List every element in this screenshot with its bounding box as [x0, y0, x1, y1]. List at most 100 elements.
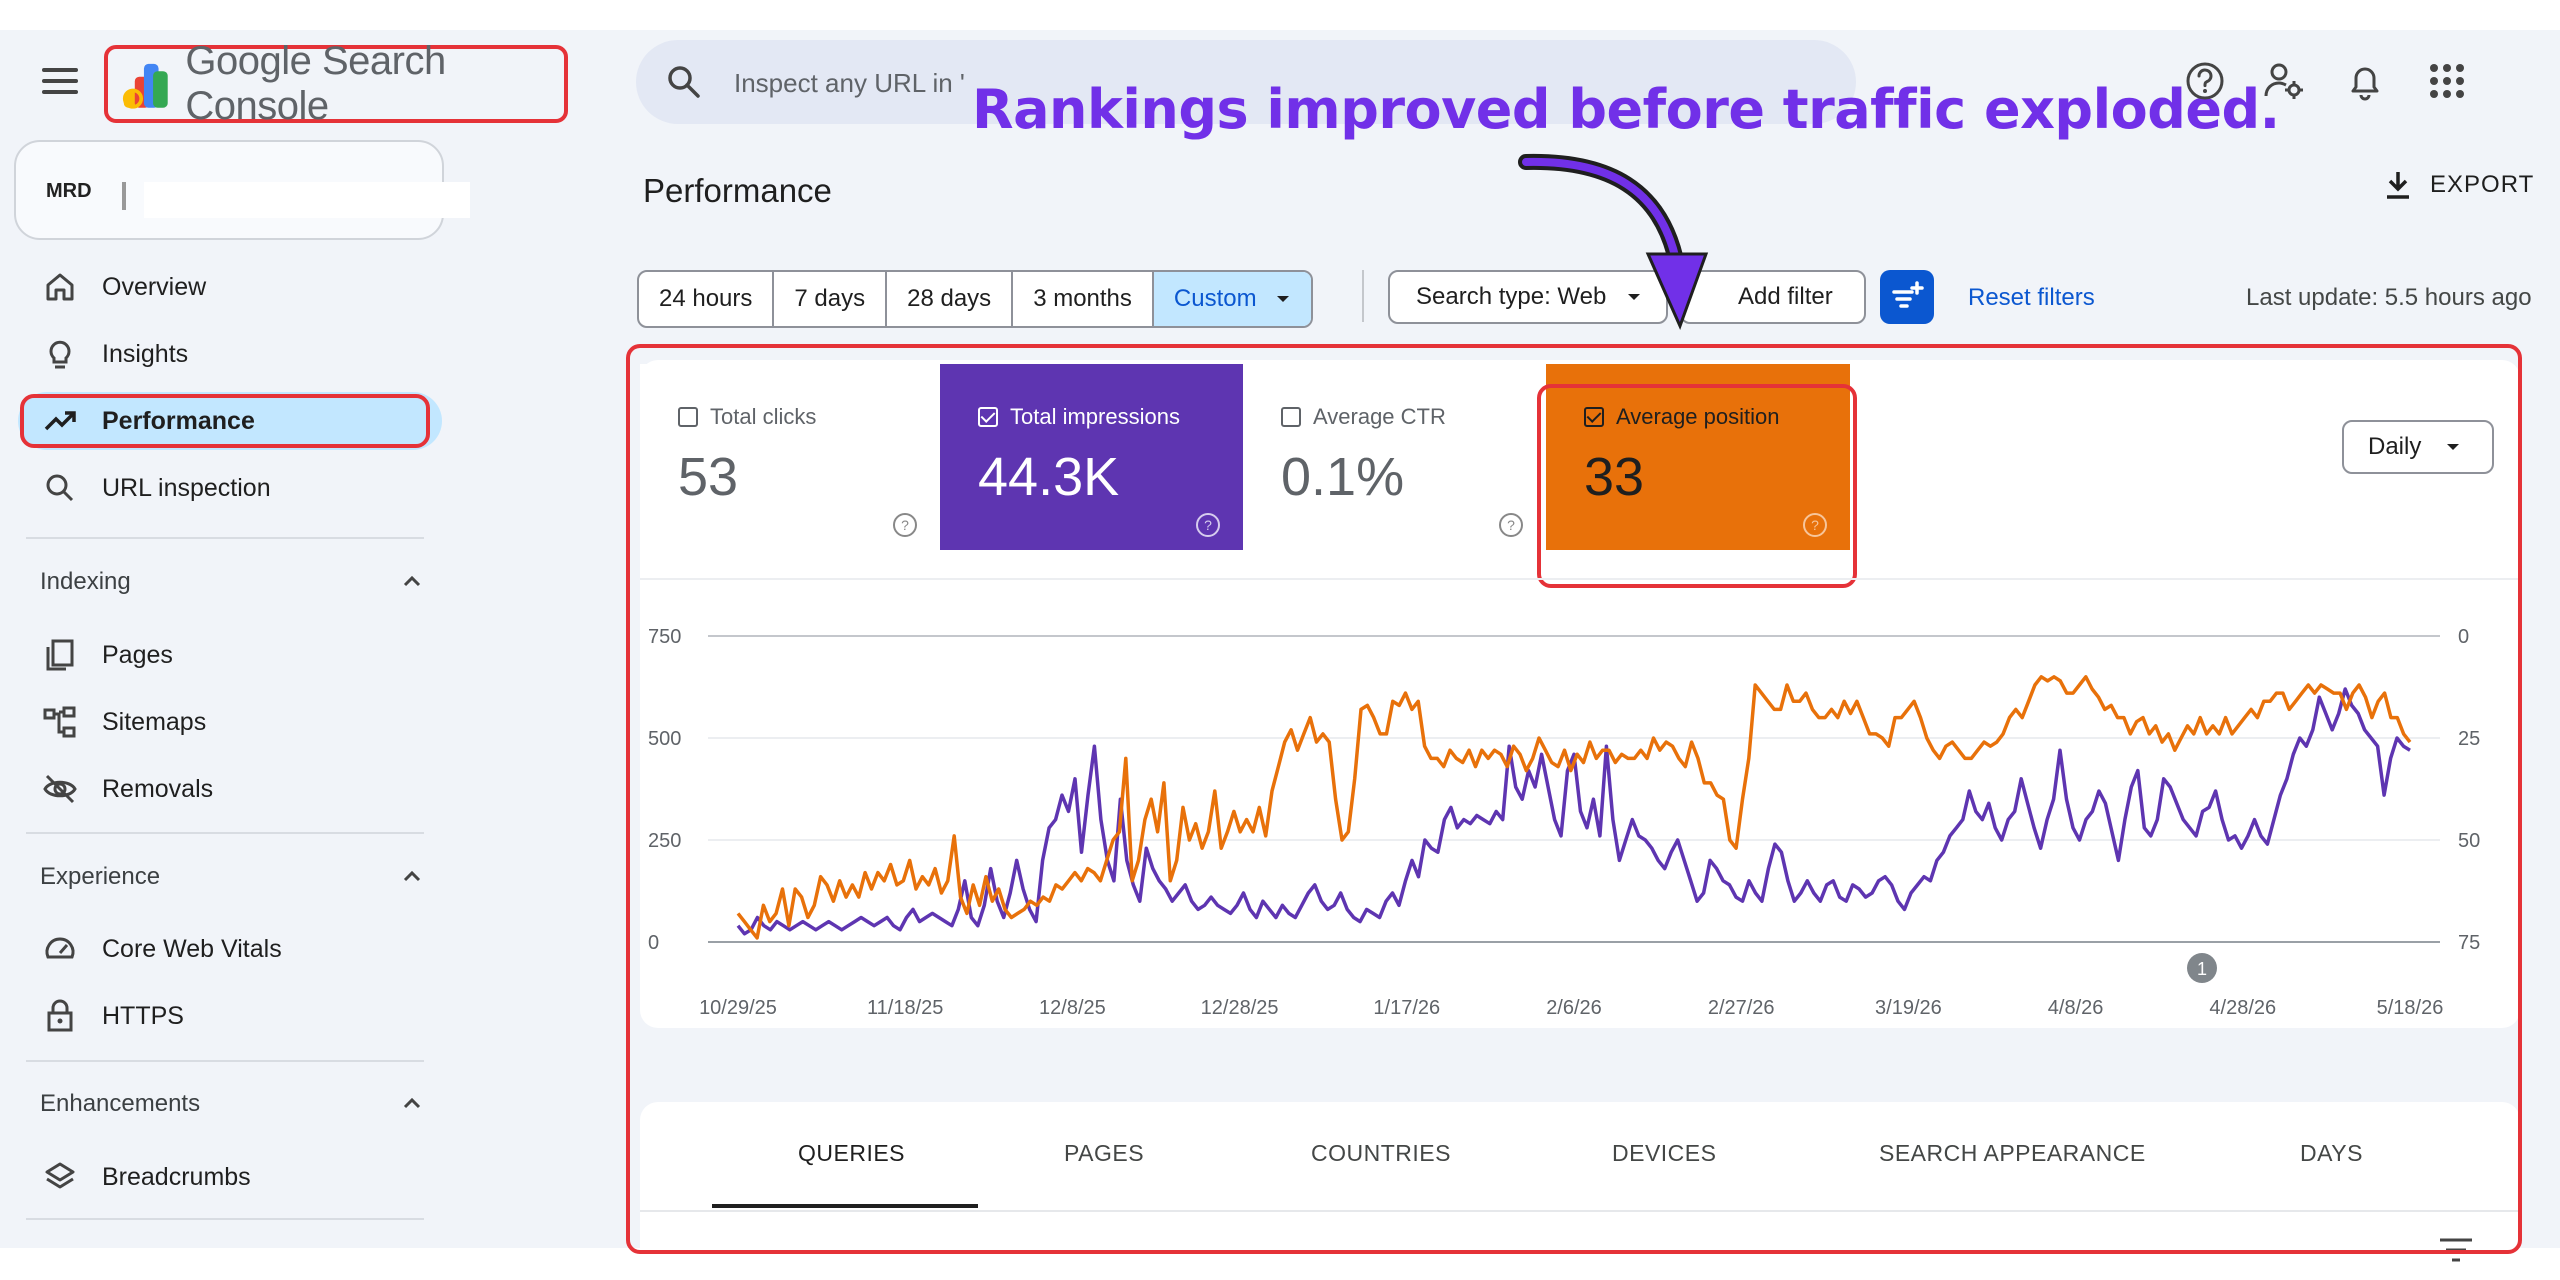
dimension-tabs-card	[640, 1102, 2520, 1252]
help-icon[interactable]	[2184, 60, 2226, 102]
svg-text:?: ?	[901, 517, 909, 533]
sidebar-item-sitemaps[interactable]: Sitemaps	[18, 693, 442, 751]
y-right-tick-label: 50	[2458, 830, 2480, 852]
filter-settings-button[interactable]	[1880, 270, 1934, 324]
x-tick-label: 5/18/26	[2377, 997, 2444, 1019]
y-right-tick-label: 75	[2458, 932, 2480, 954]
metric-average-ctr[interactable]: Average CTR 0.1% ?	[1243, 364, 1546, 550]
date-range-24-hours[interactable]: 24 hours	[639, 272, 775, 326]
section-experience[interactable]: Experience	[40, 863, 161, 890]
sidebar-item-label: URL inspection	[102, 473, 271, 502]
add-filter-button[interactable]: Add filter	[1680, 270, 1866, 324]
checkbox-icon[interactable]	[1281, 407, 1301, 427]
metric-label: Average CTR	[1313, 404, 1446, 429]
manage-users-icon[interactable]	[2263, 60, 2305, 102]
sitemap-icon	[43, 706, 76, 738]
y-left-tick-label: 750	[648, 626, 681, 648]
tab-search-appearance[interactable]: SEARCH APPEARANCE	[1879, 1140, 2146, 1166]
tab-devices[interactable]: DEVICES	[1612, 1140, 1717, 1166]
pages-icon	[46, 639, 74, 671]
sidebar-item-label: Performance	[102, 406, 255, 435]
section-indexing[interactable]: Indexing	[40, 568, 131, 595]
metric-label: Total clicks	[710, 404, 817, 429]
performance-highlight-outline	[20, 394, 430, 448]
tab-queries[interactable]: QUERIES	[798, 1140, 906, 1166]
main-menu-icon[interactable]	[42, 68, 78, 96]
date-range-selector: 24 hours 7 days 28 days 3 months Custom	[637, 270, 1313, 328]
app-name: Google Search Console	[185, 39, 446, 128]
dropdown-arrow-icon	[1628, 294, 1641, 300]
y-left-tick-label: 0	[648, 932, 659, 954]
filter-list-icon	[1892, 281, 1924, 308]
performance-chart[interactable]: 0 250 500 750 0 25 50 75 10/29/25 11/18/25 12/8/25…	[640, 590, 2520, 1030]
chevron-up-icon[interactable]	[400, 865, 424, 889]
eye-off-icon	[43, 774, 77, 804]
metric-average-position[interactable]: Average position 33 ?	[1546, 364, 1850, 550]
search-input[interactable]	[732, 60, 1736, 106]
checkbox-icon[interactable]	[678, 407, 698, 427]
date-range-custom[interactable]: Custom	[1153, 272, 1311, 326]
metric-value: 0.1%	[1281, 447, 1405, 507]
svg-text:?: ?	[1507, 517, 1515, 533]
checkbox-checked-icon[interactable]	[978, 407, 998, 427]
checkbox-checked-icon[interactable]	[1584, 407, 1604, 427]
gauge-icon	[45, 937, 75, 959]
search-type-label: Search type: Web	[1416, 283, 1607, 310]
sidebar-item-removals[interactable]: Removals	[18, 760, 442, 818]
property-selector[interactable]: MRD	[14, 140, 470, 240]
chart-highlight-outline	[626, 344, 2522, 1254]
date-range-28-days[interactable]: 28 days	[887, 272, 1014, 326]
sidebar-item-url-inspection[interactable]: URL inspection	[18, 459, 442, 517]
sidebar-item-insights[interactable]: Insights	[18, 325, 442, 383]
sidebar-divider	[26, 537, 424, 539]
url-inspection-search[interactable]	[636, 40, 1856, 124]
search-type-filter[interactable]: Search type: Web	[1388, 270, 1668, 324]
sidebar-item-label: Sitemaps	[102, 707, 207, 736]
event-marker[interactable]	[2187, 953, 2217, 983]
notifications-icon[interactable]	[2344, 60, 2386, 102]
chevron-up-icon[interactable]	[400, 1092, 424, 1116]
help-icon[interactable]: ?	[1802, 512, 1828, 538]
chevron-up-icon[interactable]	[400, 570, 424, 594]
app-logo[interactable]: Google Search Console	[104, 39, 568, 128]
y-left-tick-label: 500	[648, 728, 681, 750]
sidebar-item-overview[interactable]: Overview	[18, 258, 442, 316]
help-icon[interactable]: ?	[1195, 512, 1221, 538]
sidebar-item-label: Removals	[102, 774, 214, 803]
sidebar-divider	[26, 1218, 424, 1220]
sidebar-item-label: Pages	[102, 640, 173, 669]
impressions-series-line	[736, 687, 2411, 936]
metric-value: 53	[678, 447, 739, 507]
sidebar-item-performance[interactable]: Performance	[18, 392, 442, 450]
sidebar-item-label: HTTPS	[102, 1001, 184, 1030]
date-range-7-days[interactable]: 7 days	[774, 272, 888, 326]
metric-total-clicks[interactable]: Total clicks 53 ?	[640, 364, 940, 550]
svg-text:?: ?	[1811, 517, 1819, 533]
granularity-dropdown[interactable]: Daily	[2342, 420, 2494, 474]
help-icon[interactable]: ?	[1498, 512, 1524, 538]
sidebar-divider	[26, 832, 424, 834]
x-tick-label: 1/17/26	[1373, 997, 1440, 1019]
annotation-caption: Rankings improved before traffic explode…	[972, 78, 2280, 141]
metric-total-impressions[interactable]: Total impressions 44.3K ?	[940, 364, 1243, 550]
sidebar-item-core-web-vitals[interactable]: Core Web Vitals	[18, 920, 442, 978]
y-right-tick-label: 25	[2458, 728, 2480, 750]
reset-filters-link[interactable]: Reset filters	[1968, 284, 2095, 311]
search-icon	[46, 474, 74, 502]
y-left-tick-label: 250	[648, 830, 681, 852]
help-icon[interactable]: ?	[892, 512, 918, 538]
sidebar-item-https[interactable]: HTTPS	[18, 987, 442, 1045]
sidebar-item-label: Insights	[102, 339, 189, 368]
section-enhancements[interactable]: Enhancements	[40, 1090, 201, 1117]
tab-days[interactable]: DAYS	[2300, 1140, 2363, 1166]
date-range-custom-label: Custom	[1173, 285, 1257, 312]
date-range-3-months[interactable]: 3 months	[1013, 272, 1154, 326]
export-label: EXPORT	[2430, 171, 2535, 198]
sidebar-item-breadcrumbs[interactable]: Breadcrumbs	[18, 1148, 442, 1206]
sidebar-item-pages[interactable]: Pages	[18, 626, 442, 684]
position-series-line	[736, 675, 2412, 940]
apps-grid-icon[interactable]	[2426, 60, 2468, 102]
tab-countries[interactable]: COUNTRIES	[1311, 1140, 1451, 1166]
tab-pages[interactable]: PAGES	[1064, 1140, 1145, 1166]
export-button[interactable]: EXPORT	[2384, 170, 2534, 200]
